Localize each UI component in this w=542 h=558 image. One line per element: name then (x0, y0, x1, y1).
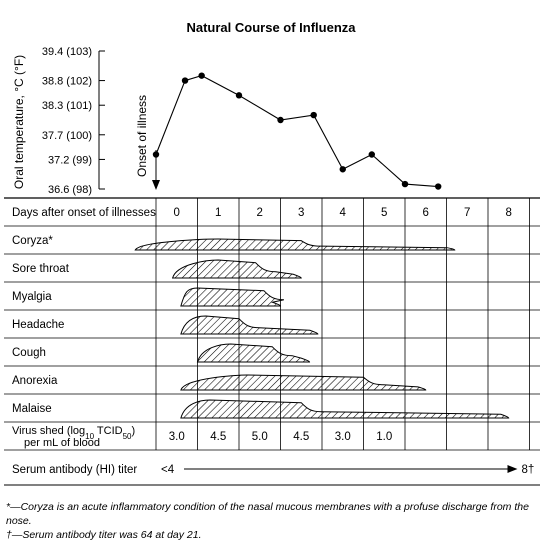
symptom-shape (171, 259, 302, 279)
temperature-point (198, 72, 205, 79)
day-tick-label: 0 (174, 207, 180, 219)
y-axis: 39.4 (103) 38.8 (102) 38.3 (101) 37.7 (100)… (42, 46, 160, 196)
influenza-chart: Natural Course of Influenza Oral tempera… (4, 20, 540, 486)
symptom-label: Malaise (12, 403, 52, 415)
temperature-point (401, 180, 409, 188)
antibody-start: <4 (161, 464, 175, 476)
temperature-point (435, 183, 442, 190)
symptom-label: Cough (12, 347, 46, 359)
y-tick-label: 37.7 (100) (42, 130, 92, 142)
symptom-label: Myalgia (12, 291, 52, 303)
virus-shed-value: 4.5 (293, 431, 309, 443)
symptom-label: Headache (12, 319, 64, 331)
temperature-point (368, 151, 375, 158)
onset-arrow-head (152, 180, 160, 190)
day-tick-label: 7 (464, 207, 470, 219)
temperature-point (235, 92, 243, 99)
footnote-coryza: *—Coryza is an acute inflammatory condit… (6, 501, 529, 527)
virus-shed-label-line2: per mL of blood (24, 437, 100, 449)
day-tick-label: 5 (381, 207, 387, 219)
y-tick-label: 39.4 (103) (42, 46, 92, 58)
temperature-point (152, 151, 160, 158)
y-tick-label: 38.8 (102) (42, 76, 92, 88)
day-tick-label: 3 (298, 207, 304, 219)
symptom-shape (134, 238, 456, 251)
symptom-shape (180, 374, 427, 391)
temperature-point (277, 116, 284, 124)
day-tick-label: 4 (340, 207, 347, 219)
temperature-line (155, 75, 439, 188)
virus-shed-value: 4.5 (210, 431, 226, 443)
day-tick-label: 8 (506, 207, 512, 219)
temperature-series (152, 72, 442, 190)
days-header-label: Days after onset of illnesses (12, 207, 156, 219)
day-tick-label: 6 (423, 207, 429, 219)
virus-shed-value: 1.0 (376, 431, 392, 443)
onset-annotation: Onset of illness (135, 95, 149, 177)
temperature-point (339, 166, 346, 173)
antibody-label: Serum antibody (HI) titer (12, 464, 137, 476)
chart-title: Natural Course of Influenza (186, 20, 356, 35)
day-tick-label: 1 (215, 207, 221, 219)
symptom-shape (180, 399, 510, 419)
temperature-point (181, 77, 189, 84)
virus-shed-label: Virus shed (log10 TCID50) (12, 425, 135, 441)
y-tick-label: 37.2 (99) (48, 154, 92, 166)
symptom-shape (180, 315, 319, 335)
symptom-label: Anorexia (12, 375, 58, 387)
symptom-label: Sore throat (12, 263, 70, 275)
symptom-shape (180, 287, 285, 307)
symptom-table: Days after onset of illnesses 0 1 2 3 4 5 6 7 8 Co… (4, 197, 540, 486)
y-tick-label: 38.3 (101) (42, 100, 92, 112)
virus-shed-value: 5.0 (252, 431, 268, 443)
symptom-shape (196, 343, 311, 363)
temperature-point (310, 111, 317, 119)
y-tick-label: 36.6 (98) (48, 184, 92, 196)
virus-shed-value: 3.0 (335, 431, 351, 443)
y-axis-label: Oral temperature, °C (°F) (12, 55, 26, 189)
virus-shed-value: 3.0 (169, 431, 185, 443)
footnote-titer: †—Serum antibody titer was 64 at day 21. (6, 529, 202, 541)
symptom-label: Coryza* (12, 235, 53, 247)
antibody-end: 8† (522, 464, 535, 476)
antibody-arrow-head (507, 465, 518, 473)
day-tick-label: 2 (257, 207, 263, 219)
